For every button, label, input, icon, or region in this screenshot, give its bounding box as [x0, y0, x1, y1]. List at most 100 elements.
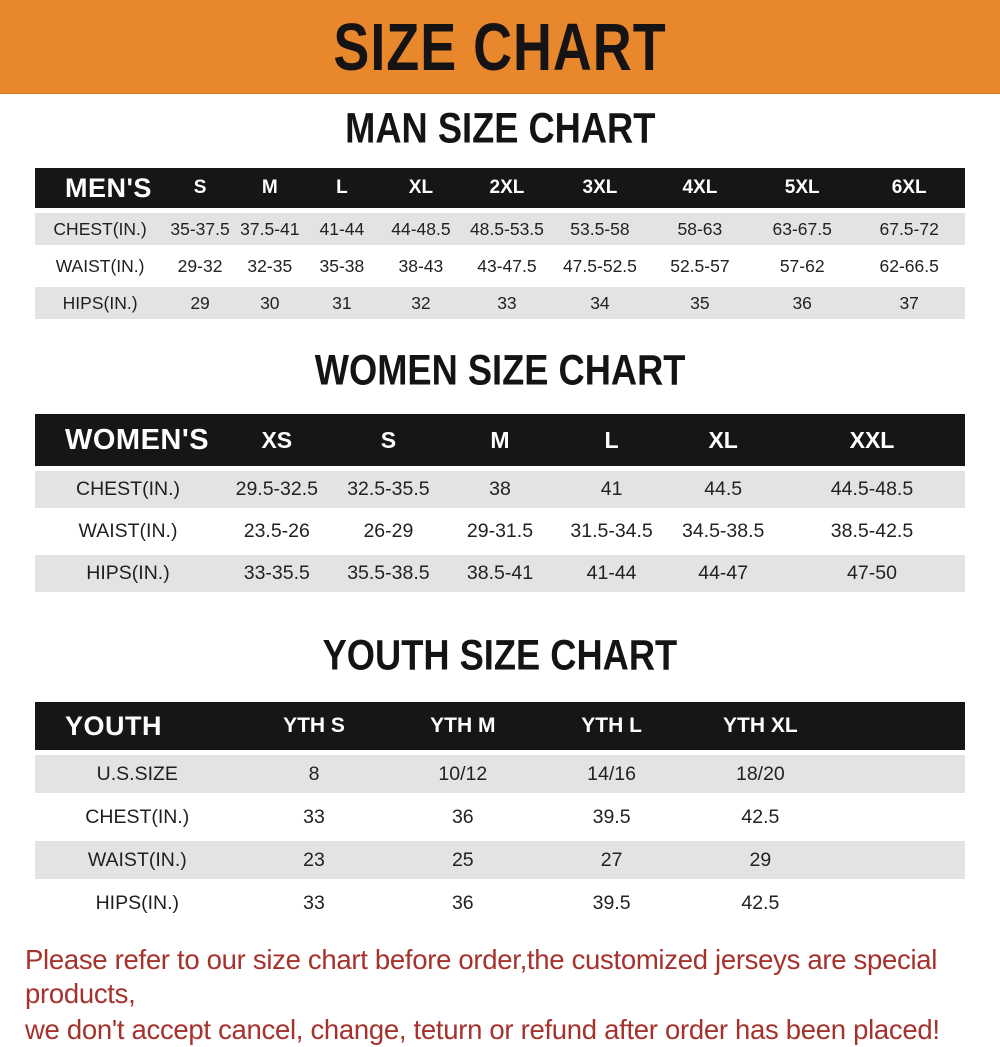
youth-cell-filler	[834, 884, 965, 922]
youth-size-cell: 14/16	[537, 755, 686, 793]
men-column-header: XL	[379, 168, 463, 208]
notice-line-1: Please refer to our size chart before or…	[25, 944, 938, 1009]
men-header-row: MEN'S S M L XL 2XL 3XL 4XL 5XL 6XL	[35, 168, 965, 208]
men-size-cell: 58-63	[648, 213, 752, 245]
youth-table-row: WAIST(IN.) 23 25 27 29	[35, 841, 965, 879]
women-row-label: WAIST(IN.)	[35, 513, 221, 550]
youth-header-label: YOUTH	[35, 702, 240, 750]
women-size-cell: 34.5-38.5	[667, 513, 779, 550]
youth-size-cell: 23	[239, 841, 389, 879]
men-size-cell: 43-47.5	[462, 250, 552, 282]
youth-row-label: CHEST(IN.)	[35, 798, 240, 836]
youth-table-row: HIPS(IN.) 33 36 39.5 42.5	[35, 884, 965, 922]
men-section-title: MAN SIZE CHART	[0, 94, 1000, 163]
men-size-cell: 52.5-57	[648, 250, 752, 282]
men-column-header: S	[165, 168, 235, 208]
women-size-cell: 44.5-48.5	[778, 471, 965, 508]
women-size-table: WOMEN'S XS S M L XL XXL CHEST(IN.) 29.5-32.5 32.5…	[35, 409, 965, 597]
footer-notice: Please refer to our size chart before or…	[25, 943, 975, 1047]
men-size-cell: 67.5-72	[853, 213, 965, 245]
youth-column-header: YTH L	[537, 702, 686, 750]
women-size-cell: 38.5-42.5	[778, 513, 965, 550]
women-column-header: M	[444, 414, 556, 466]
youth-column-header: YTH S	[239, 702, 389, 750]
women-row-label: HIPS(IN.)	[35, 555, 221, 592]
women-size-cell: 47-50	[778, 555, 965, 592]
youth-size-cell: 42.5	[685, 798, 835, 836]
men-size-cell: 30	[234, 287, 305, 319]
women-column-header: XXL	[778, 414, 965, 466]
men-row-label: CHEST(IN.)	[35, 213, 166, 245]
women-table-row: CHEST(IN.) 29.5-32.5 32.5-35.5 38 41 44.5 44.5…	[35, 471, 965, 508]
youth-size-cell: 18/20	[685, 755, 835, 793]
women-size-cell: 31.5-34.5	[555, 513, 668, 550]
youth-size-cell: 42.5	[685, 884, 835, 922]
youth-header-filler	[834, 702, 965, 750]
youth-table-row: U.S.SIZE 8 10/12 14/16 18/20	[35, 755, 965, 793]
page-title: SIZE CHART	[333, 8, 667, 85]
men-header-label: MEN'S	[35, 168, 166, 208]
men-table-row: CHEST(IN.) 35-37.5 37.5-41 41-44 44-48.5 48.5…	[35, 213, 965, 245]
men-column-header: L	[304, 168, 380, 208]
youth-cell-filler	[834, 841, 965, 879]
men-row-label: HIPS(IN.)	[35, 287, 166, 319]
men-size-cell: 32	[379, 287, 463, 319]
youth-row-label: WAIST(IN.)	[35, 841, 240, 879]
men-size-table: MEN'S S M L XL 2XL 3XL 4XL 5XL 6XL CHEST(IN.) 35-37…	[35, 163, 965, 324]
women-table-row: WAIST(IN.) 23.5-26 26-29 29-31.5 31.5-34.5 34…	[35, 513, 965, 550]
women-column-header: XS	[221, 414, 333, 466]
youth-row-label: U.S.SIZE	[35, 755, 240, 793]
men-size-cell: 53.5-58	[551, 213, 649, 245]
men-size-cell: 32-35	[234, 250, 305, 282]
men-table-row: HIPS(IN.) 29 30 31 32 33 34 35 36 37	[35, 287, 965, 319]
banner: SIZE CHART	[0, 0, 1000, 94]
men-size-cell: 31	[304, 287, 380, 319]
women-size-cell: 38.5-41	[444, 555, 556, 592]
women-size-cell: 35.5-38.5	[332, 555, 445, 592]
men-size-cell: 29-32	[165, 250, 235, 282]
men-size-cell: 35-37.5	[165, 213, 235, 245]
youth-size-cell: 27	[537, 841, 686, 879]
men-size-cell: 37	[853, 287, 965, 319]
youth-size-cell: 39.5	[537, 798, 686, 836]
men-size-cell: 29	[165, 287, 235, 319]
youth-size-cell: 29	[685, 841, 835, 879]
youth-column-header: YTH XL	[685, 702, 835, 750]
notice-line-2: we don't accept cancel, change, teturn o…	[25, 1014, 940, 1046]
men-size-cell: 47.5-52.5	[551, 250, 649, 282]
youth-size-section: YOUTH SIZE CHART YOUTH YTH S YTH M YTH L YTH …	[0, 597, 1000, 927]
women-section-title-text: WOMEN SIZE CHART	[314, 347, 686, 394]
men-size-cell: 44-48.5	[379, 213, 463, 245]
youth-size-cell: 39.5	[537, 884, 686, 922]
men-size-cell: 63-67.5	[751, 213, 854, 245]
women-column-header: L	[555, 414, 668, 466]
youth-size-cell: 36	[388, 798, 538, 836]
youth-size-cell: 36	[388, 884, 538, 922]
youth-header-row: YOUTH YTH S YTH M YTH L YTH XL	[35, 702, 965, 750]
men-size-cell: 37.5-41	[234, 213, 305, 245]
youth-size-cell: 33	[239, 884, 389, 922]
men-size-cell: 34	[551, 287, 649, 319]
women-size-cell: 44.5	[667, 471, 779, 508]
men-size-cell: 36	[751, 287, 854, 319]
women-size-cell: 44-47	[667, 555, 779, 592]
men-size-cell: 33	[462, 287, 552, 319]
women-size-cell: 33-35.5	[221, 555, 333, 592]
women-size-cell: 32.5-35.5	[332, 471, 445, 508]
men-size-section: MAN SIZE CHART MEN'S S M L XL 2XL 3XL 4XL 5XL 6XL C…	[0, 94, 1000, 324]
women-size-cell: 41	[555, 471, 668, 508]
youth-cell-filler	[834, 755, 965, 793]
women-column-header: XL	[667, 414, 779, 466]
men-section-title-text: MAN SIZE CHART	[344, 105, 656, 152]
women-header-label: WOMEN'S	[35, 414, 221, 466]
youth-column-header: YTH M	[388, 702, 538, 750]
men-column-header: 4XL	[648, 168, 752, 208]
men-column-header: 2XL	[462, 168, 552, 208]
youth-size-cell: 33	[239, 798, 389, 836]
women-column-header: S	[332, 414, 445, 466]
women-row-label: CHEST(IN.)	[35, 471, 221, 508]
youth-row-label: HIPS(IN.)	[35, 884, 240, 922]
youth-cell-filler	[834, 798, 965, 836]
youth-size-cell: 25	[388, 841, 538, 879]
